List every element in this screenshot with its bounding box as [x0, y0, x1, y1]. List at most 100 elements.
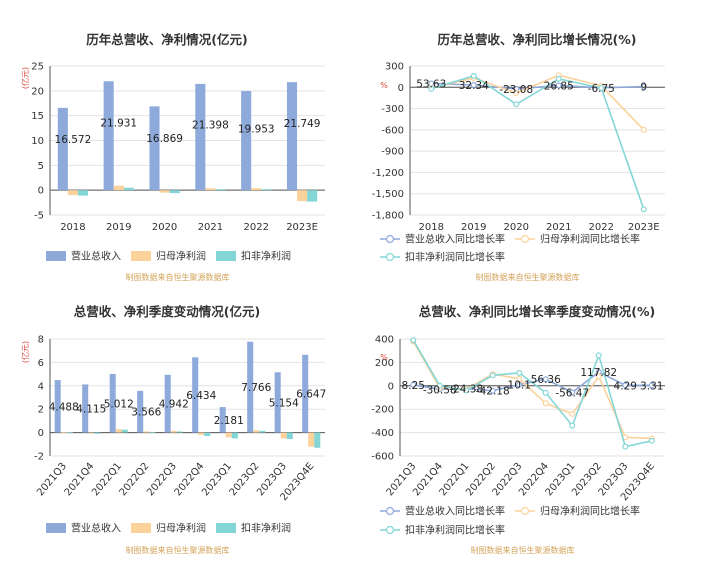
- series-point-3: [513, 101, 520, 108]
- y-tick-label: -1,800: [372, 211, 404, 222]
- y-tick-label: -200: [371, 405, 394, 416]
- x-tick-label: 2022: [244, 222, 269, 233]
- x-tick-label: 2018: [60, 222, 85, 233]
- y-tick-label: 5: [38, 161, 44, 172]
- legend-label: 归母净利润同比增长率: [540, 505, 640, 518]
- series-point-3: [410, 337, 417, 344]
- bar-2: [225, 432, 232, 438]
- series-point-2: [640, 126, 647, 133]
- data-label: 10.1: [508, 380, 531, 392]
- bar-1: [274, 372, 281, 433]
- series-line-2: [431, 74, 645, 131]
- y-tick-label: 0: [38, 428, 44, 439]
- data-label: 117.82: [580, 367, 617, 379]
- bar-1: [192, 357, 199, 433]
- series-point-1: [542, 376, 549, 383]
- y-tick-label: 400: [375, 335, 394, 346]
- bar-1: [103, 81, 114, 191]
- bar-2: [297, 190, 308, 202]
- y-tick-label: 20: [31, 86, 44, 97]
- y-tick-label: 4: [38, 381, 44, 392]
- y-tick-label: -300: [381, 104, 404, 115]
- series-point-3: [463, 387, 470, 394]
- bar-3: [307, 190, 318, 202]
- data-label: 3.31: [640, 380, 663, 392]
- series-line-3: [431, 75, 645, 210]
- legend-label: 归母净利润同比增长率: [540, 233, 640, 246]
- bar-3: [261, 189, 272, 191]
- series-point-3: [598, 84, 605, 91]
- data-label: -23.08: [499, 84, 533, 96]
- data-label: 5.012: [104, 398, 134, 410]
- y-tick-label: -600: [371, 452, 394, 463]
- series-point-1: [640, 83, 647, 90]
- series-point-3: [516, 369, 523, 376]
- legend-swatch-marker: [520, 234, 530, 244]
- source-note: 制图数据来自恒生聚源数据库: [126, 545, 230, 555]
- chart-title: 总营收、净利季度变动情况(亿元): [74, 304, 260, 319]
- bar-1: [302, 354, 309, 433]
- bar-2: [170, 430, 177, 433]
- bar-2: [205, 188, 216, 191]
- y-tick-label: -5: [34, 211, 44, 222]
- legend-swatch: [131, 251, 151, 261]
- x-tick-label: 2020: [504, 222, 529, 233]
- data-label: -6.75: [588, 83, 615, 95]
- y-tick-label: 8: [38, 335, 44, 346]
- data-label: 56.36: [531, 374, 561, 386]
- y-tick-label: -900: [381, 147, 404, 158]
- y-tick-label: 10: [31, 136, 44, 147]
- series-point-1: [470, 81, 477, 88]
- y-tick-label: 300: [385, 62, 404, 73]
- bar-3: [286, 432, 293, 440]
- legend-swatch: [131, 523, 151, 533]
- x-tick-label: 2022: [589, 222, 614, 233]
- series-point-3: [555, 75, 562, 82]
- bar-1: [149, 106, 160, 191]
- bar-2: [251, 188, 262, 191]
- data-label: 4.29: [614, 380, 637, 392]
- chart-panel-1: 历年总营收、净利情况(亿元) (亿元) -5 0 5 10 15 20 25 2018 2019 20…: [20, 32, 325, 282]
- data-label: -30.58: [423, 384, 457, 396]
- chart-title: 总营收、净利同比增长率季度变动情况(%): [419, 304, 655, 319]
- source-note: 制图数据来自恒生聚源数据库: [471, 545, 575, 555]
- series-point-3: [648, 437, 655, 444]
- chart-title: 历年总营收、净利同比增长情况(%): [438, 32, 637, 47]
- data-label: 8.25: [402, 380, 425, 392]
- y-tick-label: 200: [375, 358, 394, 369]
- bar-2: [67, 190, 78, 196]
- unit-label: (亿元): [20, 341, 30, 363]
- bar-2: [280, 432, 287, 439]
- bar-3: [94, 432, 101, 434]
- data-label: 3.566: [131, 407, 161, 419]
- bar-2: [198, 432, 205, 435]
- series-point-3: [489, 372, 496, 379]
- data-label: -24.38: [449, 384, 483, 396]
- series-point-2: [513, 89, 520, 96]
- bar-3: [204, 432, 211, 437]
- data-label: 21.931: [100, 118, 137, 130]
- bar-2: [115, 429, 122, 433]
- bar-2: [143, 431, 150, 433]
- data-label: -56.47: [555, 387, 589, 399]
- bar-1: [286, 82, 298, 191]
- bar-2: [159, 190, 170, 193]
- data-label: 19.953: [238, 124, 275, 136]
- bar-3: [314, 432, 321, 448]
- legend-label: 营业总收入同比增长率: [405, 233, 505, 246]
- x-tick-label: 2020: [152, 222, 177, 233]
- data-label: 7.766: [241, 382, 271, 394]
- legend-label: 归母净利润: [156, 522, 206, 535]
- y-tick-label: 2: [38, 405, 44, 416]
- series-point-1: [648, 382, 655, 389]
- data-label: 53.63: [416, 78, 446, 90]
- source-note: 制图数据来自恒生聚源数据库: [476, 272, 580, 282]
- bar-1: [195, 83, 206, 191]
- unit-label: %: [380, 353, 388, 362]
- legend-label: 扣非净利润同比增长率: [405, 524, 505, 537]
- legend-swatch: [46, 251, 66, 261]
- legend-swatch-marker: [385, 506, 395, 516]
- series-point-2: [595, 373, 602, 380]
- legend-label: 归母净利润: [156, 250, 206, 263]
- series-point-3: [595, 352, 602, 359]
